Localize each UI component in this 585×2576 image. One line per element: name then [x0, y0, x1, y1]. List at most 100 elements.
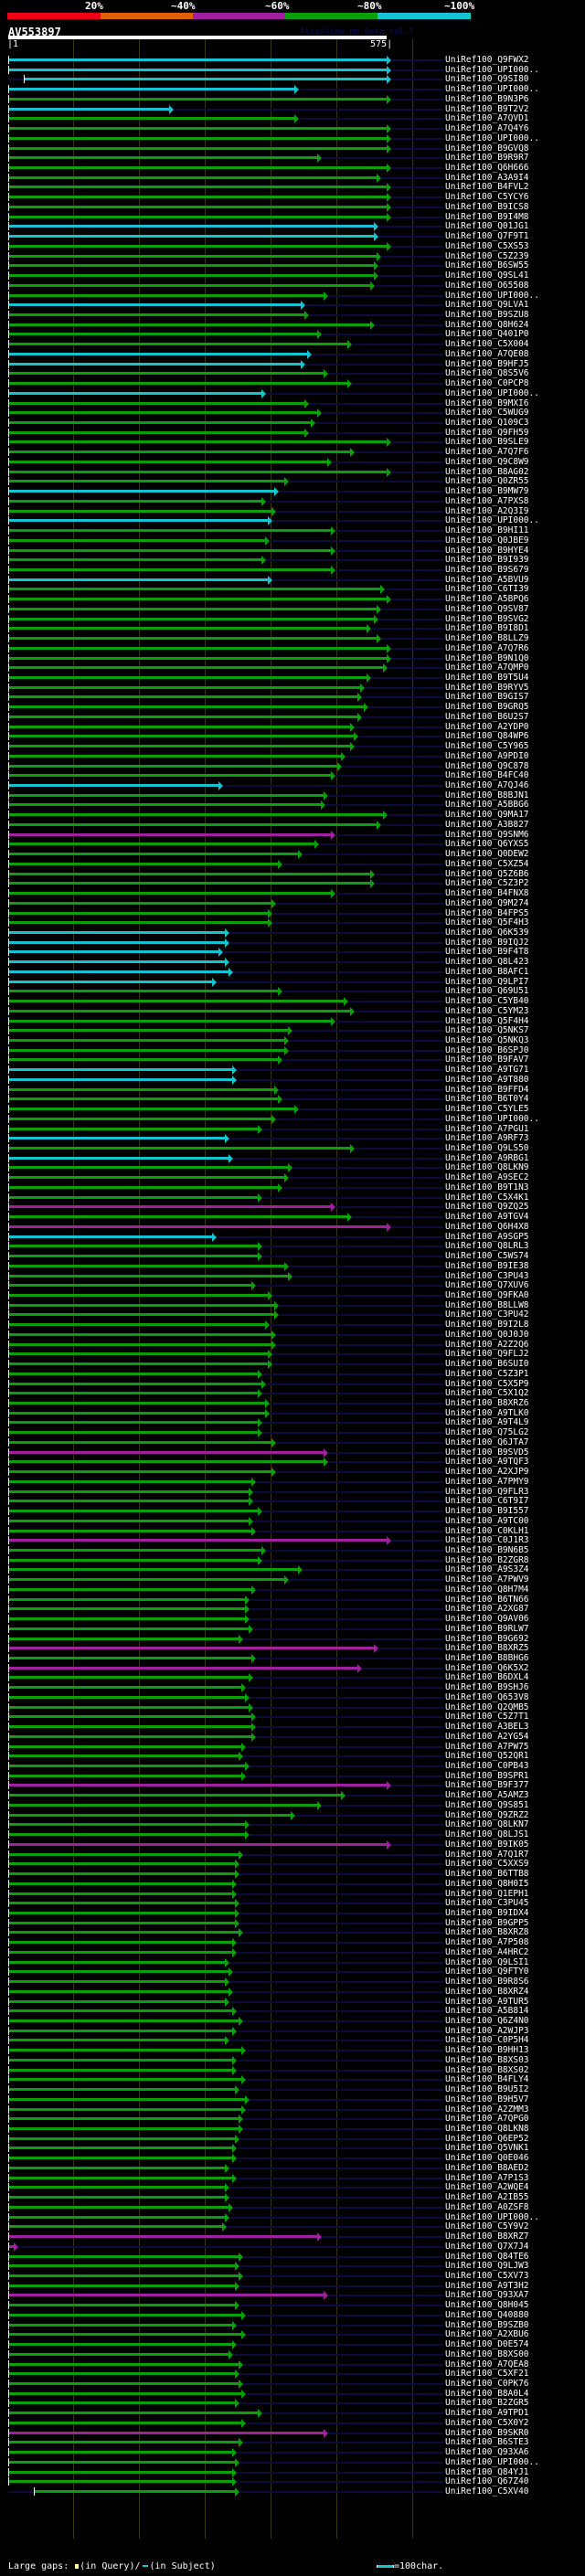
hit-row[interactable]: UniRef100_Q8L423 — [0, 957, 585, 968]
hit-bar[interactable] — [9, 1185, 278, 1189]
hit-label[interactable]: UniRef100_Q9LS50 — [445, 1143, 529, 1154]
hit-label[interactable]: UniRef100_UPI000.. — [445, 64, 539, 75]
hit-label[interactable]: UniRef100_A7P508 — [445, 1937, 529, 1948]
hit-row[interactable]: UniRef100_B8AG02 — [0, 466, 585, 477]
hit-label[interactable]: UniRef100_A9SGP5 — [445, 1231, 529, 1242]
hit-row[interactable]: UniRef100_B9T1N3 — [0, 1182, 585, 1193]
hit-bar[interactable] — [9, 1705, 249, 1709]
hit-row[interactable]: UniRef100_Q93XA7 — [0, 2290, 585, 2301]
hit-row[interactable]: UniRef100_B9ICS8 — [0, 202, 585, 212]
hit-label[interactable]: UniRef100_A9TGV4 — [445, 1212, 529, 1223]
hit-label[interactable]: UniRef100_A2ZMM3 — [445, 2104, 529, 2115]
hit-label[interactable]: UniRef100_C5YLE5 — [445, 1104, 529, 1115]
hit-row[interactable]: UniRef100_B9I8D1 — [0, 623, 585, 634]
hit-bar[interactable] — [9, 146, 387, 150]
hit-label[interactable]: UniRef100_A7QEA8 — [445, 2359, 529, 2369]
hit-label[interactable]: UniRef100_A0ZSF8 — [445, 2201, 529, 2212]
hit-label[interactable]: UniRef100_A7QE08 — [445, 348, 529, 359]
hit-row[interactable]: UniRef100_UPI000.. — [0, 388, 585, 398]
hit-label[interactable]: UniRef100_A4HRC2 — [445, 1946, 529, 1957]
hit-label[interactable]: UniRef100_B9SPR1 — [445, 1770, 529, 1781]
hit-bar[interactable] — [9, 715, 357, 718]
hit-label[interactable]: UniRef100_Q6K539 — [445, 927, 529, 938]
hit-row[interactable]: UniRef100_B8LLZ9 — [0, 633, 585, 644]
hit-bar[interactable] — [9, 2264, 236, 2268]
hit-label[interactable]: UniRef100_Q6K5X2 — [445, 1662, 529, 1673]
hit-row[interactable]: UniRef100_Q9FH59 — [0, 428, 585, 438]
hit-bar[interactable] — [9, 205, 387, 208]
hit-label[interactable]: UniRef100_A7PWV9 — [445, 1574, 529, 1585]
hit-bar[interactable] — [9, 725, 351, 728]
hit-bar[interactable] — [9, 421, 312, 424]
hit-row[interactable]: UniRef100_B6TTB8 — [0, 1869, 585, 1880]
hit-row[interactable]: UniRef100_Q5Z6B6 — [0, 869, 585, 879]
hit-bar[interactable] — [9, 293, 324, 297]
hit-bar[interactable] — [9, 2372, 236, 2376]
hit-row[interactable]: UniRef100_Q5F4H4 — [0, 1016, 585, 1026]
hit-bar[interactable] — [9, 2136, 236, 2140]
hit-row[interactable]: UniRef100_A9RF73 — [0, 1133, 585, 1144]
hit-row[interactable]: UniRef100_B8XRZ7 — [0, 2231, 585, 2242]
hit-bar[interactable] — [9, 1068, 232, 1072]
hit-label[interactable]: UniRef100_Q8LJS1 — [445, 1829, 529, 1840]
hit-row[interactable]: UniRef100_B9I557 — [0, 1506, 585, 1517]
hit-label[interactable]: UniRef100_C5Y9V2 — [445, 2221, 529, 2232]
hit-label[interactable]: UniRef100_B8AG02 — [445, 466, 529, 477]
hit-row[interactable]: UniRef100_UPI000.. — [0, 2457, 585, 2467]
hit-bar[interactable] — [9, 930, 226, 934]
hit-label[interactable]: UniRef100_C5XZ54 — [445, 858, 529, 869]
hit-label[interactable]: UniRef100_B6STE3 — [445, 2437, 529, 2448]
hit-bar[interactable] — [9, 411, 318, 415]
hit-row[interactable]: UniRef100_A5BPQ6 — [0, 594, 585, 605]
hit-row[interactable]: UniRef100_B6TN66 — [0, 1595, 585, 1605]
hit-row[interactable]: UniRef100_A9RBG1 — [0, 1153, 585, 1163]
hit-bar[interactable] — [9, 1108, 295, 1111]
hit-label[interactable]: UniRef100_B9RLW7 — [445, 1623, 529, 1634]
hit-row[interactable]: UniRef100_B8AFC1 — [0, 967, 585, 977]
hit-label[interactable]: UniRef100_C5YCY6 — [445, 192, 529, 203]
hit-row[interactable]: UniRef100_C0PB43 — [0, 1761, 585, 1772]
hit-row[interactable]: UniRef100_Q9FLR3 — [0, 1487, 585, 1497]
hit-label[interactable]: UniRef100_B9GIS7 — [445, 692, 529, 703]
hit-bar[interactable] — [9, 1765, 245, 1768]
hit-bar[interactable] — [9, 990, 278, 993]
hit-label[interactable]: UniRef100_B9IQJ2 — [445, 937, 529, 948]
hit-label[interactable]: UniRef100_Q8LKN7 — [445, 1819, 529, 1830]
hit-bar[interactable] — [9, 822, 378, 826]
hit-row[interactable]: UniRef100_B9F377 — [0, 1780, 585, 1791]
hit-bar[interactable] — [9, 283, 370, 287]
hit-bar[interactable] — [9, 225, 374, 228]
hit-bar[interactable] — [9, 1882, 232, 1885]
hit-bar[interactable] — [9, 2205, 229, 2209]
hit-label[interactable]: UniRef100_Q9SNM6 — [445, 829, 529, 840]
hit-label[interactable]: UniRef100_A2WQE4 — [445, 2182, 529, 2193]
hit-bar[interactable] — [9, 1402, 265, 1405]
hit-row[interactable]: UniRef100_B9SKR0 — [0, 2428, 585, 2438]
hit-bar[interactable] — [9, 519, 269, 523]
hit-label[interactable]: UniRef100_B9HI11 — [445, 525, 529, 536]
hit-row[interactable]: UniRef100_A2WQE4 — [0, 2182, 585, 2193]
hit-row[interactable]: UniRef100_B4FC40 — [0, 770, 585, 781]
hit-row[interactable]: UniRef100_B9IK05 — [0, 1839, 585, 1850]
hit-label[interactable]: UniRef100_Q9FKA0 — [445, 1289, 529, 1300]
hit-row[interactable]: UniRef100_A9SGP5 — [0, 1231, 585, 1242]
hit-bar[interactable] — [9, 2176, 232, 2179]
hit-label[interactable]: UniRef100_Q9FTY0 — [445, 1966, 529, 1977]
hit-row[interactable]: UniRef100_A9T3H2 — [0, 2281, 585, 2291]
hit-row[interactable]: UniRef100_Q7X7J4 — [0, 2242, 585, 2252]
hit-label[interactable]: UniRef100_Q84WP6 — [445, 731, 529, 742]
hit-row[interactable]: UniRef100_UPI000.. — [0, 133, 585, 143]
hit-bar[interactable] — [9, 764, 337, 768]
hit-bar[interactable] — [9, 2107, 242, 2111]
hit-label[interactable]: UniRef100_C0J1R3 — [445, 1535, 529, 1546]
hit-bar[interactable] — [9, 598, 387, 601]
hit-bar[interactable] — [9, 1607, 245, 1611]
hit-bar[interactable] — [9, 588, 380, 591]
hit-bar[interactable] — [9, 1980, 226, 1984]
hit-row[interactable]: UniRef100_Q5VNK1 — [0, 2143, 585, 2154]
hit-bar[interactable] — [9, 892, 331, 896]
hit-label[interactable]: UniRef100_Q9FWX2 — [445, 55, 529, 65]
hit-bar[interactable] — [9, 499, 261, 503]
hit-bar[interactable] — [9, 303, 302, 307]
hit-bar[interactable] — [9, 451, 351, 454]
